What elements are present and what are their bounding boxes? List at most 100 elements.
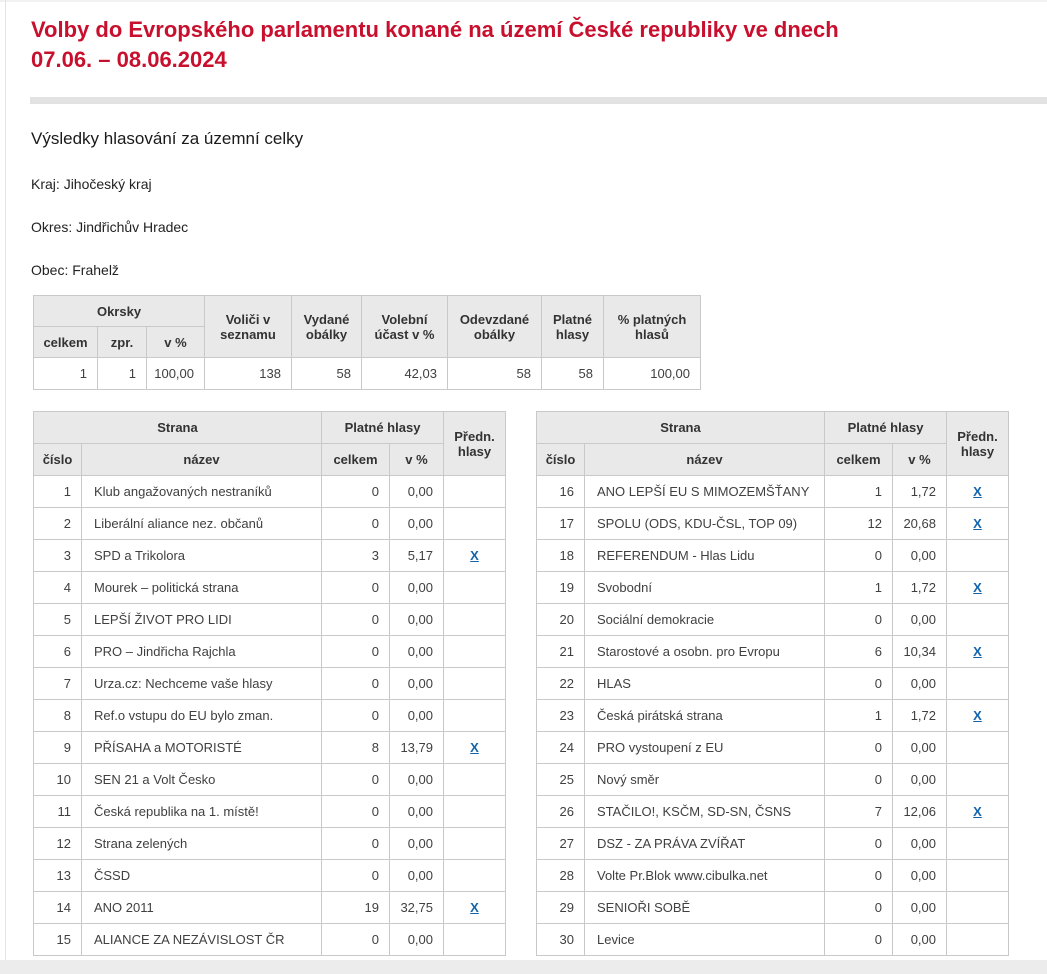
party-votes-pct: 0,00 <box>389 603 444 636</box>
party-name: Volte Pr.Blok www.cibulka.net <box>584 859 825 892</box>
page-top-edge <box>0 0 1047 2</box>
party-number: 3 <box>33 539 82 572</box>
party-pref-cell <box>443 475 506 508</box>
page-title-line2: 07.06. – 08.06.2024 <box>31 47 227 72</box>
party-row: 27 DSZ - ZA PRÁVA ZVÍŘAT 0 0,00 <box>536 827 1009 860</box>
okrsky-v-pct: 100,00 <box>146 357 205 390</box>
party-header-row2: číslo název celkem v % <box>33 443 506 476</box>
party-number: 15 <box>33 923 82 956</box>
pref-votes-link[interactable]: X <box>470 900 479 915</box>
party-number: 27 <box>536 827 585 860</box>
header-volici: Voliči v seznamu <box>204 295 292 358</box>
party-name: Sociální demokracie <box>584 603 825 636</box>
region-line-kraj: Kraj: Jihočeský kraj <box>31 176 1047 193</box>
party-name: Česká pirátská strana <box>584 699 825 732</box>
party-votes-pct: 0,00 <box>389 923 444 956</box>
party-row: 10 SEN 21 a Volt Česko 0 0,00 <box>33 763 506 796</box>
party-pref-cell <box>946 763 1009 796</box>
party-name: ČSSD <box>81 859 322 892</box>
summary-header-row2: celkem zpr. v % <box>33 326 701 358</box>
party-row: 1 Klub angažovaných nestraníků 0 0,00 <box>33 475 506 508</box>
party-number: 6 <box>33 635 82 668</box>
party-number: 11 <box>33 795 82 828</box>
party-votes-pct: 5,17 <box>389 539 444 572</box>
summary-data-row: 1 1 100,00 138 58 42,03 58 58 100,00 <box>33 357 701 390</box>
header-v-pct: v % <box>389 443 444 476</box>
party-row: 5 LEPŠÍ ŽIVOT PRO LIDI 0 0,00 <box>33 603 506 636</box>
okrsky-zpr: 1 <box>97 357 147 390</box>
party-number: 17 <box>536 507 585 540</box>
party-row: 11 Česká republika na 1. místě! 0 0,00 <box>33 795 506 828</box>
party-number: 29 <box>536 891 585 924</box>
party-name: STAČILO!, KSČM, SD-SN, ČSNS <box>584 795 825 828</box>
party-pref-cell <box>946 827 1009 860</box>
party-number: 4 <box>33 571 82 604</box>
header-predn-hlasy: Předn. hlasy <box>946 411 1009 476</box>
page-title-line1: Volby do Evropského parlamentu konané na… <box>31 17 839 42</box>
party-row: 8 Ref.o vstupu do EU bylo zman. 0 0,00 <box>33 699 506 732</box>
party-pref-cell: X <box>946 507 1009 540</box>
pref-votes-link[interactable]: X <box>470 548 479 563</box>
party-row: 26 STAČILO!, KSČM, SD-SN, ČSNS 7 12,06 X <box>536 795 1009 828</box>
party-pref-cell <box>946 923 1009 956</box>
pct-platnych-hlasu: 100,00 <box>603 357 701 390</box>
party-votes-pct: 0,00 <box>389 507 444 540</box>
pref-votes-link[interactable]: X <box>973 580 982 595</box>
party-row: 4 Mourek – politická strana 0 0,00 <box>33 571 506 604</box>
party-votes-total: 0 <box>321 475 390 508</box>
party-pref-cell <box>443 667 506 700</box>
pref-votes-link[interactable]: X <box>470 740 479 755</box>
party-votes-total: 0 <box>321 507 390 540</box>
party-name: SEN 21 a Volt Česko <box>81 763 322 796</box>
pref-votes-link[interactable]: X <box>973 484 982 499</box>
pref-votes-link[interactable]: X <box>973 804 982 819</box>
party-pref-cell <box>443 603 506 636</box>
party-votes-pct: 0,00 <box>892 827 947 860</box>
party-votes-total: 0 <box>824 603 893 636</box>
party-number: 21 <box>536 635 585 668</box>
party-votes-pct: 13,79 <box>389 731 444 764</box>
party-name: DSZ - ZA PRÁVA ZVÍŘAT <box>584 827 825 860</box>
party-name: Starostové a osobn. pro Evropu <box>584 635 825 668</box>
party-row: 28 Volte Pr.Blok www.cibulka.net 0 0,00 <box>536 859 1009 892</box>
region-line-okres: Okres: Jindřichův Hradec <box>31 219 1047 236</box>
party-votes-total: 0 <box>321 827 390 860</box>
page-bottom-edge <box>0 960 1047 974</box>
party-name: PRO vystoupení z EU <box>584 731 825 764</box>
party-row: 14 ANO 2011 19 32,75 X <box>33 891 506 924</box>
party-name: PŘÍSAHA a MOTORISTÉ <box>81 731 322 764</box>
party-pref-cell <box>946 731 1009 764</box>
pref-votes-link[interactable]: X <box>973 516 982 531</box>
party-pref-cell: X <box>443 539 506 572</box>
party-votes-total: 0 <box>321 699 390 732</box>
party-name: Mourek – politická strana <box>81 571 322 604</box>
party-row: 22 HLAS 0 0,00 <box>536 667 1009 700</box>
header-pct-platnych: % platných hlasů <box>603 295 701 358</box>
pref-votes-link[interactable]: X <box>973 644 982 659</box>
region-label: Okres: <box>31 219 73 235</box>
party-name: ANO 2011 <box>81 891 322 924</box>
party-number: 30 <box>536 923 585 956</box>
party-pref-cell: X <box>946 699 1009 732</box>
party-votes-pct: 0,00 <box>892 667 947 700</box>
party-number: 20 <box>536 603 585 636</box>
party-votes-total: 0 <box>824 827 893 860</box>
pref-votes-link[interactable]: X <box>973 708 982 723</box>
region-info: Kraj: Jihočeský kraj Okres: Jindřichův H… <box>31 176 1047 279</box>
party-name: Urza.cz: Nechceme vaše hlasy <box>81 667 322 700</box>
party-votes-total: 12 <box>824 507 893 540</box>
party-votes-pct: 0,00 <box>389 795 444 828</box>
header-zpr: zpr. <box>97 326 147 358</box>
page-left-edge <box>5 0 6 960</box>
party-pref-cell <box>946 891 1009 924</box>
party-pref-cell <box>443 507 506 540</box>
region-label: Kraj: <box>31 176 60 192</box>
party-votes-total: 0 <box>321 603 390 636</box>
party-pref-cell <box>443 795 506 828</box>
party-number: 12 <box>33 827 82 860</box>
header-predn-hlasy: Předn. hlasy <box>443 411 506 476</box>
party-votes-pct: 0,00 <box>892 859 947 892</box>
page-title: Volby do Evropského parlamentu konané na… <box>31 15 1047 75</box>
party-row: 6 PRO – Jindřicha Rajchla 0 0,00 <box>33 635 506 668</box>
